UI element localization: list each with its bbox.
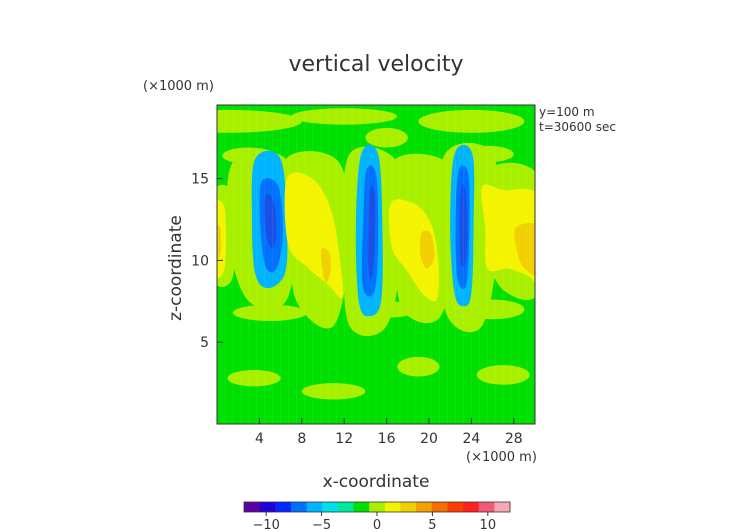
colorbar-tick-label: 0 [373, 518, 381, 532]
x-tick-label: 16 [378, 431, 396, 447]
annotation-t: t=30600 sec [539, 120, 616, 134]
colorbar-swatch [275, 502, 292, 512]
weak-updraft-patch [476, 365, 530, 385]
y-tick-label: 5 [200, 335, 209, 351]
colorbar-swatch [431, 502, 448, 512]
x-axis-label: x-coordinate [323, 472, 430, 492]
colorbar-swatch [463, 502, 480, 512]
x-tick-label: 24 [462, 431, 480, 447]
weak-updraft-patch [227, 370, 281, 387]
x-tick-label: 12 [335, 431, 353, 447]
x-tick-label: 8 [297, 431, 306, 447]
updraft-core [320, 248, 331, 283]
updraft-cell [217, 200, 227, 279]
colorbar-swatch [369, 502, 386, 512]
downdraft-peak [367, 185, 376, 279]
weak-updraft-patch [301, 383, 366, 400]
downdraft-peak [264, 194, 277, 248]
colorbar-tick-label: −10 [252, 518, 279, 532]
y-tick-label: 15 [191, 172, 209, 188]
updraft-core [217, 224, 222, 259]
colorbar-swatch [322, 502, 339, 512]
weak-updraft-patch [397, 356, 440, 377]
colorbar-swatch [353, 502, 370, 512]
colorbar-swatch [447, 502, 464, 512]
colorbar-swatch [384, 502, 401, 512]
plot-frame [216, 104, 536, 425]
chart-title: vertical velocity [288, 52, 463, 77]
colorbar-swatch [290, 502, 308, 512]
colorbar-swatch [478, 502, 495, 512]
y-axis-label: z-coordinate [166, 215, 186, 321]
weak-updraft-patch [232, 304, 308, 321]
weak-updraft-patch [217, 109, 302, 133]
colorbar-swatch [337, 502, 355, 512]
colorbar-tick-label: 10 [480, 518, 497, 532]
x-tick-label: 28 [505, 431, 523, 447]
colorbar-swatch [494, 502, 511, 512]
colorbar-tick-label: 5 [428, 518, 436, 532]
updraft-core [514, 223, 535, 277]
colorbar-swatch [416, 502, 433, 512]
annotation-y: y=100 m [539, 105, 595, 119]
weak-updraft-patch [365, 127, 408, 148]
colorbar-tick-label: −5 [312, 518, 331, 532]
colorbar: −10 −5 0 5 10 [243, 501, 511, 532]
x-unit-label: (×1000 m) [466, 450, 537, 465]
colorbar-swatch [400, 502, 417, 512]
updraft-core [420, 230, 435, 269]
weak-updraft-patch [291, 108, 398, 125]
plot-area [217, 105, 535, 424]
colorbar-swatch [244, 502, 261, 512]
updraft-cell [388, 199, 439, 302]
x-tick-label: 4 [255, 431, 264, 447]
y-unit-label: (×1000 m) [143, 79, 214, 94]
colorbar-swatch [259, 502, 276, 512]
y-tick-label: 10 [191, 253, 209, 269]
weak-updraft-patch [418, 109, 525, 133]
colorbar-swatch [306, 502, 323, 512]
axes: 4 8 12 16 20 24 28 5 10 15 [191, 104, 536, 447]
x-tick-label: 20 [420, 431, 438, 447]
downdraft-peak [459, 184, 468, 268]
